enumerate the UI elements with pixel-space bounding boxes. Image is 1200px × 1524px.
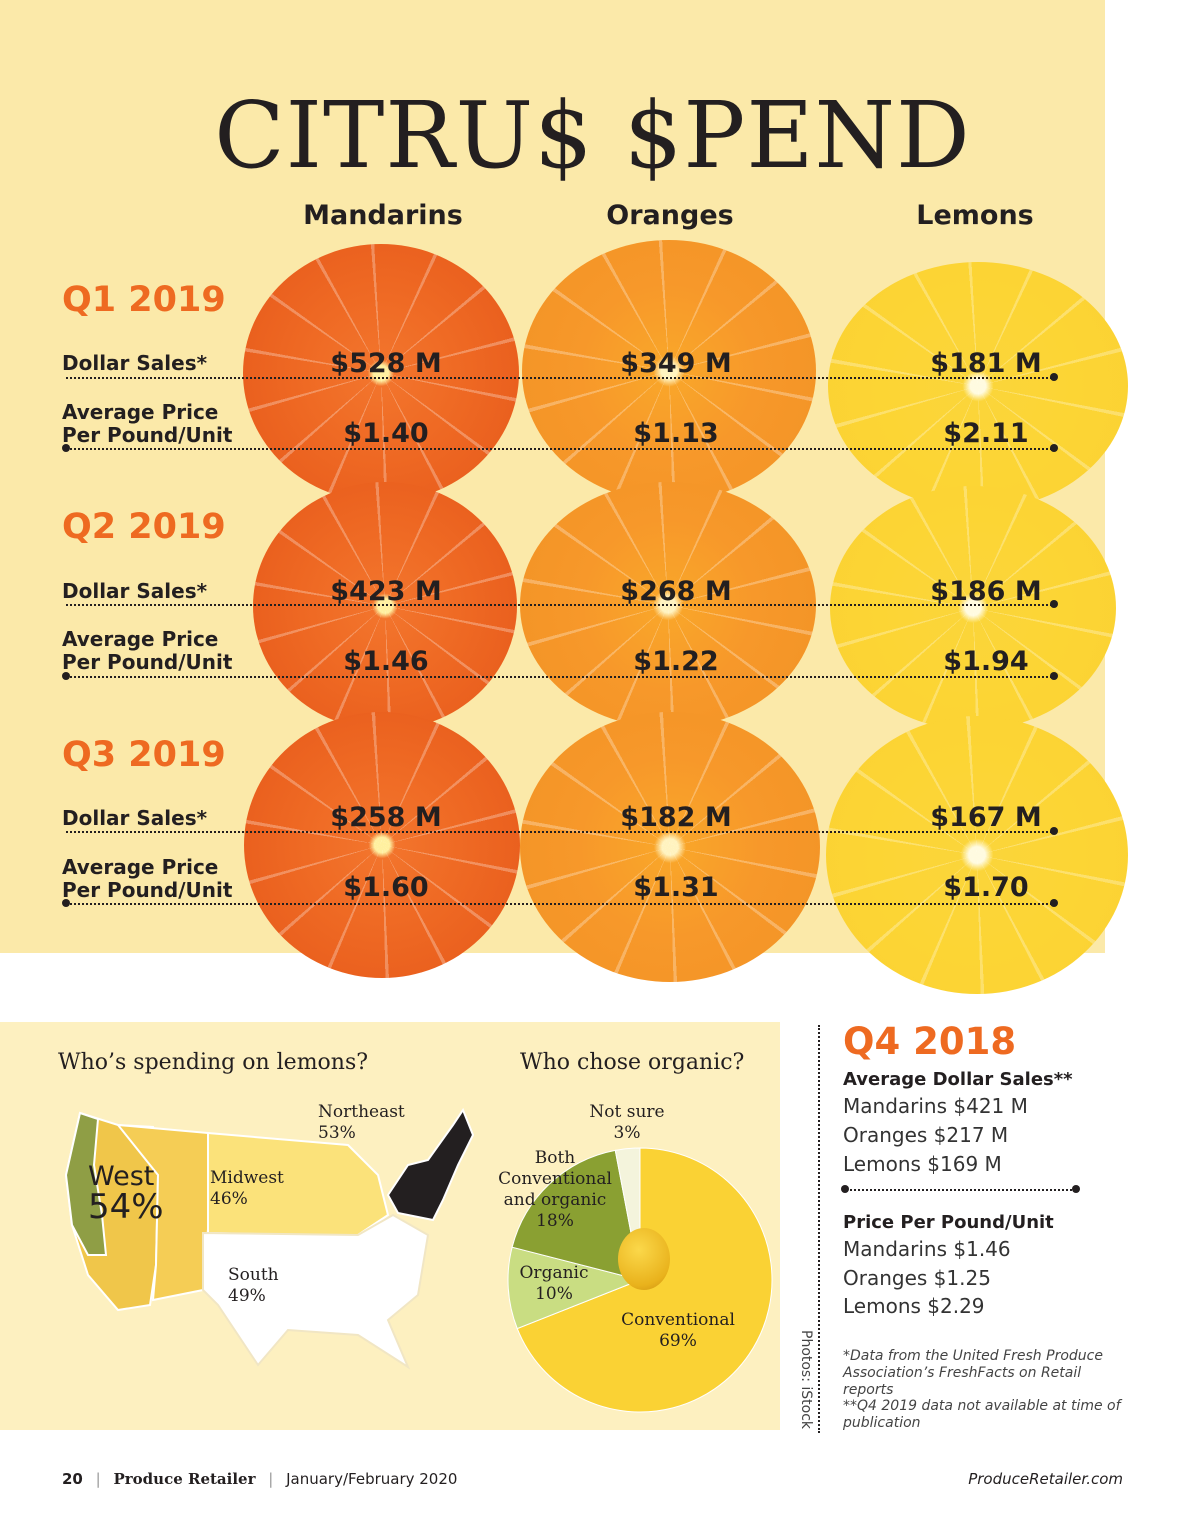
mandarin-slice-image [243,244,519,502]
row-label-average-price: Average Price Per Pound/Unit [62,400,233,447]
map-title: Who’s spending on lemons? [58,1050,369,1075]
divider-end-dot [1072,1185,1080,1193]
q4-price-item: Lemons $2.29 [843,1294,985,1318]
value-price-mandarins: $1.60 [343,872,429,903]
map-region-south [202,1213,430,1370]
column-header-oranges: Oranges [606,200,734,231]
q4-price-heading: Price Per Pound/Unit [843,1212,1054,1233]
value-price-mandarins: $1.46 [343,646,429,677]
page-footer-left: 20 | Produce Retailer | January/February… [62,1470,457,1488]
value-sales-oranges: $182 M [620,802,732,833]
value-sales-lemons: $186 M [930,576,1042,607]
us-region-map [64,1107,475,1370]
dotted-divider [66,448,1056,450]
vertical-dotted-divider [818,1025,820,1433]
divider-end-dot [1050,373,1058,381]
q4-2018-title: Q4 2018 [843,1020,1017,1063]
divider-start-dot [62,672,70,680]
value-sales-oranges: $268 M [620,576,732,607]
value-sales-mandarins: $423 M [330,576,442,607]
divider-end-dot [1050,600,1058,608]
pie-label-conventional: Conventional 69% [621,1310,735,1351]
orange-slice-image [520,712,820,982]
dotted-divider [66,676,1056,678]
quarter-label: Q2 2019 [62,507,226,547]
footer-separator: | [268,1470,274,1488]
q4-sales-item: Mandarins $421 M [843,1094,1028,1118]
pie-label-organic: Organic 10% [519,1263,589,1304]
photo-credit: Photos: iStock [798,1330,814,1430]
value-price-lemons: $1.94 [943,646,1029,677]
map-label-northeast: Northeast 53% [318,1102,405,1143]
dotted-divider [66,377,1056,379]
value-price-oranges: $1.22 [633,646,719,677]
row-label-dollar-sales: Dollar Sales* [62,579,208,603]
value-price-lemons: $2.11 [943,418,1029,449]
footnote-data-source: *Data from the United Fresh Produce Asso… [843,1348,1103,1398]
value-price-oranges: $1.31 [633,872,719,903]
q4-sales-heading: Average Dollar Sales** [843,1069,1073,1090]
value-sales-mandarins: $258 M [330,802,442,833]
mandarin-slice-image [253,482,517,730]
dotted-divider [66,604,1056,606]
website-link[interactable]: ProduceRetailer.com [968,1470,1123,1488]
divider-end-dot [1050,444,1058,452]
mandarin-slice-image [244,712,520,978]
column-header-lemons: Lemons [916,200,1034,231]
map-region-west-coast [64,1111,108,1256]
map-label-west: West 54% [88,1161,164,1227]
dotted-divider [66,831,1056,833]
column-header-mandarins: Mandarins [303,200,463,231]
footnote-q4-availability: **Q4 2019 data not available at time of … [843,1398,1121,1431]
dotted-divider [846,1189,1076,1191]
q4-price-item: Oranges $1.25 [843,1266,991,1290]
divider-end-dot [1050,672,1058,680]
orange-slice-image [522,240,816,502]
value-sales-oranges: $349 M [620,348,732,379]
page-number: 20 [62,1470,83,1488]
lemon-slice-image [828,262,1128,510]
map-label-south: South 49% [228,1265,279,1306]
row-label-average-price: Average Price Per Pound/Unit [62,855,233,902]
publication-name: Produce Retailer [113,1470,256,1488]
pie-slice-organic [507,1246,642,1330]
footer-separator: | [95,1470,101,1488]
row-label-dollar-sales: Dollar Sales* [62,806,208,830]
pie-title: Who chose organic? [520,1050,745,1075]
issue-date: January/February 2020 [286,1470,458,1488]
q4-sales-item: Lemons $169 M [843,1152,1002,1176]
map-region-northeast [386,1107,475,1222]
q4-sales-item: Oranges $217 M [843,1123,1009,1147]
value-price-lemons: $1.70 [943,872,1029,903]
value-sales-mandarins: $528 M [330,348,442,379]
quarter-label: Q1 2019 [62,280,226,320]
divider-end-dot [1050,899,1058,907]
value-sales-lemons: $167 M [930,802,1042,833]
divider-start-dot [841,1185,849,1193]
row-label-dollar-sales: Dollar Sales* [62,351,208,375]
pie-slice-both [511,1149,641,1281]
lemon-slice-image [830,486,1116,730]
page-title: CITRU$ $PEND [214,82,971,189]
lemon-icon [618,1228,670,1290]
pie-label-both: Both Conventional and organic 18% [498,1148,612,1231]
divider-start-dot [62,899,70,907]
divider-start-dot [62,444,70,452]
map-label-midwest: Midwest 46% [210,1168,284,1209]
lemon-slice-image [826,716,1128,994]
quarter-label: Q3 2019 [62,735,226,775]
q4-price-item: Mandarins $1.46 [843,1237,1011,1261]
value-sales-lemons: $181 M [930,348,1042,379]
dotted-divider [66,903,1056,905]
pie-label-not-sure: Not sure 3% [589,1102,665,1143]
row-label-average-price: Average Price Per Pound/Unit [62,627,233,674]
value-price-mandarins: $1.40 [343,418,429,449]
value-price-oranges: $1.13 [633,418,719,449]
divider-end-dot [1050,827,1058,835]
